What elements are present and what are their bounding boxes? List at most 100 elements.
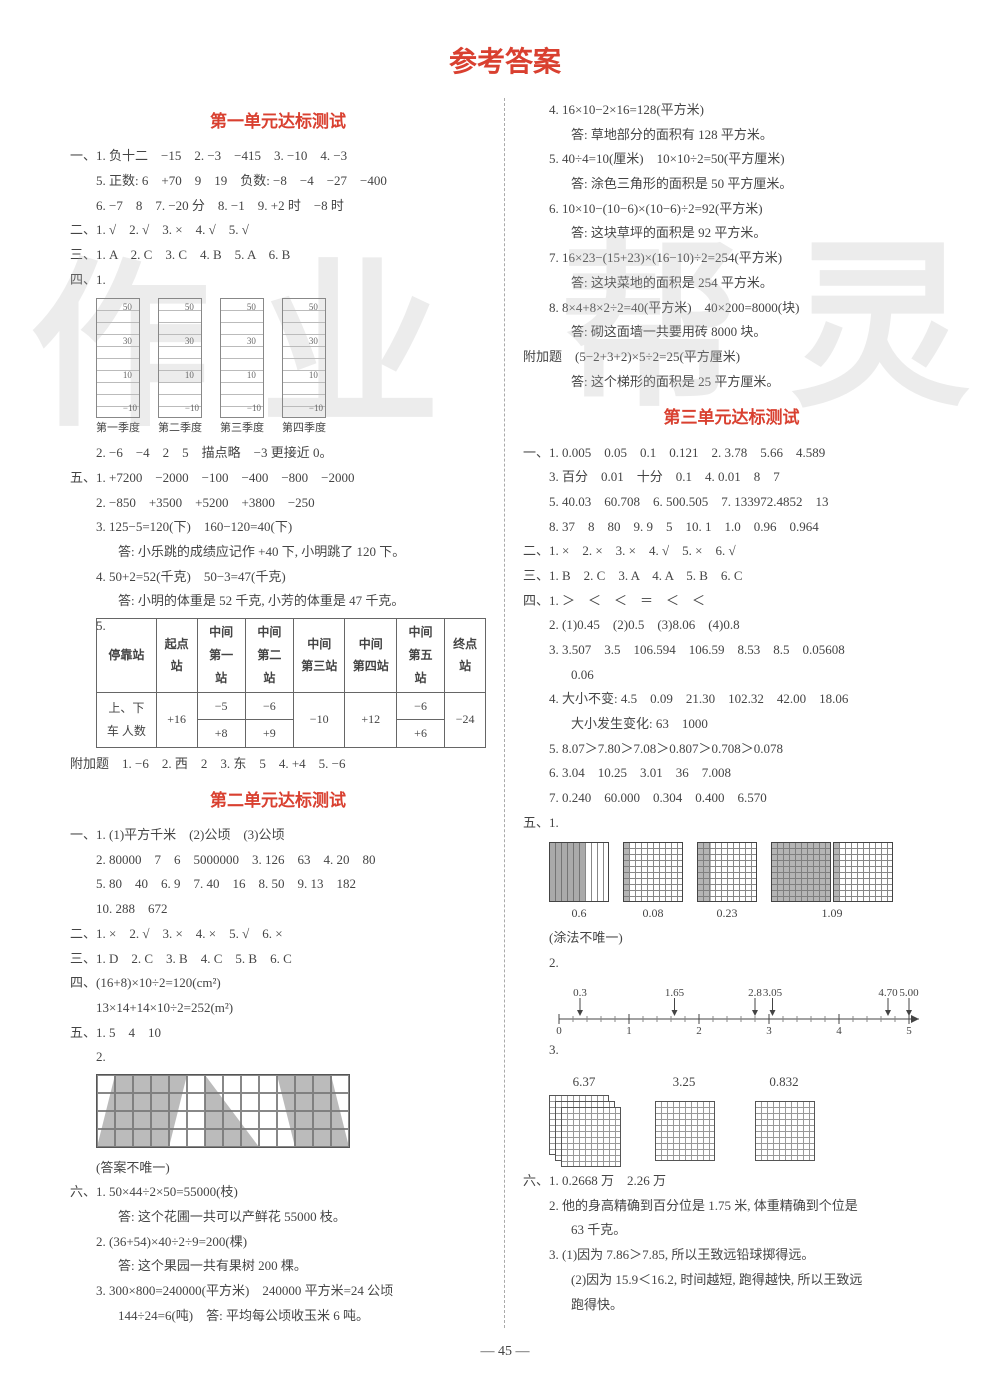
right-column: 4. 16×10−2×16=128(平方米) 答: 草地部分的面积有 128 平… — [505, 98, 950, 1328]
u3-four-7: 7. 0.240 60.000 0.304 0.400 6.570 — [523, 786, 940, 811]
u3-four-3: 3. 3.507 3.5 106.594 106.59 8.53 8.5 0.0… — [523, 638, 940, 663]
main-title: 参考答案 — [60, 40, 950, 80]
thermo-q2: 503010−10 第二季度 — [158, 298, 202, 439]
decimal-grids: 0.60.080.231.09 — [549, 842, 940, 925]
u2-five-note: (答案不唯一) — [70, 1156, 486, 1181]
u2r-5: 5. 40÷4=10(厘米) 10×10÷2=50(平方厘米) — [523, 147, 940, 172]
u2r-8: 8. 8×4+8×2÷2=40(平方米) 40×200=8000(块) — [523, 296, 940, 321]
u3-six-3: 3. (1)因为 7.86＞7.85, 所以王致远铅球掷得远。 — [523, 1243, 940, 1268]
bus-b2: +9 — [245, 720, 293, 748]
u1-four-label: 四、1. — [70, 268, 486, 293]
u3-two: 二、1. × 2. × 3. × 4. √ 5. × 6. √ — [523, 539, 940, 564]
match-n1: 6.37 — [549, 1070, 619, 1095]
u2r-5a: 答: 涂色三角形的面积是 50 平方厘米。 — [523, 172, 940, 197]
u2-six-2a: 答: 这个果园一共有果树 200 棵。 — [70, 1254, 486, 1279]
u1-five-3a: 答: 小乐跳的成绩应记作 +40 下, 小明跳了 120 下。 — [70, 540, 486, 565]
u2-one-4: 10. 288 672 — [70, 897, 486, 922]
svg-text:3: 3 — [766, 1025, 772, 1034]
u2-one-1: 一、1. (1)平方千米 (2)公顷 (3)公顷 — [70, 823, 486, 848]
u2r-bonus: 附加题 (5−2+3+2)×5÷2=25(平方厘米) — [523, 345, 940, 370]
u1-five-4: 4. 50+2=52(千克) 50−3=47(千克) — [70, 565, 486, 590]
number-line-svg: 012345 0.31.652.83.054.705.00 — [549, 984, 929, 1034]
bus-rowlabel: 上、下车 人数 — [97, 692, 157, 748]
u2r-7: 7. 16×23−(15+23)×(16−10)÷2=254(平方米) — [523, 246, 940, 271]
thermo-label-1: 第一季度 — [96, 418, 140, 439]
u1-three: 三、1. A 2. C 3. C 4. B 5. A 6. B — [70, 243, 486, 268]
u1-bonus: 附加题 1. −6 2. 西 2 3. 东 5 4. +4 5. −6 — [70, 752, 486, 777]
u3-four-5: 5. 8.07＞7.80＞7.08＞0.807＞0.708＞0.078 — [523, 737, 940, 762]
u2-one-2: 2. 80000 7 6 5000000 3. 126 63 4. 20 80 — [70, 848, 486, 873]
bus-h3: 中间 第二站 — [245, 619, 293, 692]
page-content: 参考答案 第一单元达标测试 一、1. 负十二 −15 2. −3 −415 3.… — [0, 0, 1000, 1390]
u3-five-1-label: 五、1. — [523, 811, 940, 836]
u2-five-1: 五、1. 5 4 10 — [70, 1021, 486, 1046]
u2-six-1: 六、1. 50×44÷2×50=55000(枝) — [70, 1180, 486, 1205]
u2r-6: 6. 10×10−(10−6)×(10−6)÷2=92(平方米) — [523, 197, 940, 222]
svg-text:3.05: 3.05 — [763, 987, 783, 999]
svg-text:0.3: 0.3 — [573, 987, 587, 999]
thermo-q1: 503010−10 第一季度 — [96, 298, 140, 439]
u2-four-2: 13×14+14×10÷2=252(m²) — [70, 996, 486, 1021]
u3-six-1: 六、1. 0.2668 万 2.26 万 — [523, 1169, 940, 1194]
thermo-label-2: 第二季度 — [158, 418, 202, 439]
u2-six-3: 3. 300×800=240000(平方米) 240000 平方米=24 公顷 — [70, 1279, 486, 1304]
bus-table: 停靠站 起点 站 中间 第一站 中间 第二站 中间 第三站 中间 第四站 中间 … — [96, 618, 486, 748]
u2-six-1a: 答: 这个花圃一共可以产鲜花 55000 枝。 — [70, 1205, 486, 1230]
u3-six-2: 2. 他的身高精确到百分位是 1.75 米, 体重精确到个位是 — [523, 1194, 940, 1219]
thermometer-row: 503010−10 第一季度 503010−10 第二季度 503010−10 … — [96, 298, 486, 439]
u3-four-2: 2. (1)0.45 (2)0.5 (3)8.06 (4)0.8 — [523, 613, 940, 638]
bus-b1: +8 — [197, 720, 245, 748]
u3-four-1: 四、1. ＞ ＜ ＜ ＝ ＜ ＜ — [523, 589, 940, 614]
svg-text:4: 4 — [836, 1025, 842, 1034]
thermo-label-4: 第四季度 — [282, 418, 326, 439]
bus-h5: 中间 第四站 — [345, 619, 397, 692]
u1-one-1: 一、1. 负十二 −15 2. −3 −415 3. −10 4. −3 — [70, 144, 486, 169]
u2-four-1: 四、(16+8)×10÷2=120(cm²) — [70, 971, 486, 996]
u3-six-3b: 跑得快。 — [523, 1293, 940, 1318]
unit1-title: 第一单元达标测试 — [70, 106, 486, 138]
u1-five-3: 3. 125−5=120(下) 160−120=40(下) — [70, 515, 486, 540]
bus-t1: −5 — [197, 692, 245, 720]
u3-one-3: 5. 40.03 60.708 6. 500.505 7. 133972.485… — [523, 490, 940, 515]
match-n3: 0.832 — [749, 1070, 819, 1095]
u2r-8a: 答: 砌这面墙一共要用砖 8000 块。 — [523, 320, 940, 345]
u3-six-3a: (2)因为 15.9＜16.2, 时间越短, 跑得越快, 所以王致远 — [523, 1268, 940, 1293]
thermo-q3: 503010−10 第三季度 — [220, 298, 264, 439]
match-n2: 3.25 — [649, 1070, 719, 1095]
u2r-bonus-a: 答: 这个梯形的面积是 25 平方厘米。 — [523, 370, 940, 395]
u2-two: 二、1. × 2. √ 3. × 4. × 5. √ 6. × — [70, 922, 486, 947]
bus-h1: 起点 站 — [156, 619, 197, 692]
svg-text:5.00: 5.00 — [899, 987, 919, 999]
u2r-6a: 答: 这块草坪的面积是 92 平方米。 — [523, 221, 940, 246]
bus-h0: 停靠站 — [97, 619, 157, 692]
u3-one-4: 8. 37 8 80 9. 9 5 10. 1 1.0 0.96 0.964 — [523, 515, 940, 540]
unit3-title: 第三单元达标测试 — [523, 402, 940, 434]
u3-one-2: 3. 百分 0.01 十分 0.1 4. 0.01 8 7 — [523, 465, 940, 490]
u3-five-note: (涂法不唯一) — [523, 926, 940, 951]
number-line: 012345 0.31.652.83.054.705.00 — [549, 984, 940, 1034]
u3-three: 三、1. B 2. C 3. A 4. A 5. B 6. C — [523, 564, 940, 589]
u3-five-2-label: 2. — [523, 951, 940, 976]
shapes-grid — [96, 1074, 350, 1148]
thermo-label-3: 第三季度 — [220, 418, 264, 439]
u3-four-4a: 大小发生变化: 63 1000 — [523, 712, 940, 737]
svg-text:4.70: 4.70 — [878, 987, 898, 999]
bus-c0: +16 — [156, 692, 197, 748]
matching-grids: 6.37 3.25 0.832 — [549, 1070, 940, 1165]
u2-three: 三、1. D 2. C 3. B 4. C 5. B 6. C — [70, 947, 486, 972]
u2-five-2-label: 2. — [70, 1045, 486, 1070]
unit2-title: 第二单元达标测试 — [70, 785, 486, 817]
bus-c4: +12 — [345, 692, 397, 748]
u1-five-2: 2. −850 +3500 +5200 +3800 −250 — [70, 491, 486, 516]
u2-one-3: 5. 80 40 6. 9 7. 40 16 8. 50 9. 13 182 — [70, 872, 486, 897]
u1-one-3: 6. −7 8 7. −20 分 8. −1 9. +2 时 −8 时 — [70, 194, 486, 219]
bus-c3: −10 — [293, 692, 345, 748]
u3-five-3-label: 3. — [523, 1038, 940, 1063]
svg-text:5: 5 — [906, 1025, 912, 1034]
bus-h6: 中间 第五站 — [396, 619, 444, 692]
u1-five-4a: 答: 小明的体重是 52 千克, 小芳的体重是 47 千克。 — [70, 589, 486, 614]
u1-five-1: 五、1. +7200 −2000 −100 −400 −800 −2000 — [70, 466, 486, 491]
u2-six-2: 2. (36+54)×40÷2÷9=200(棵) — [70, 1230, 486, 1255]
svg-text:2: 2 — [696, 1025, 702, 1034]
bus-t2: −6 — [245, 692, 293, 720]
